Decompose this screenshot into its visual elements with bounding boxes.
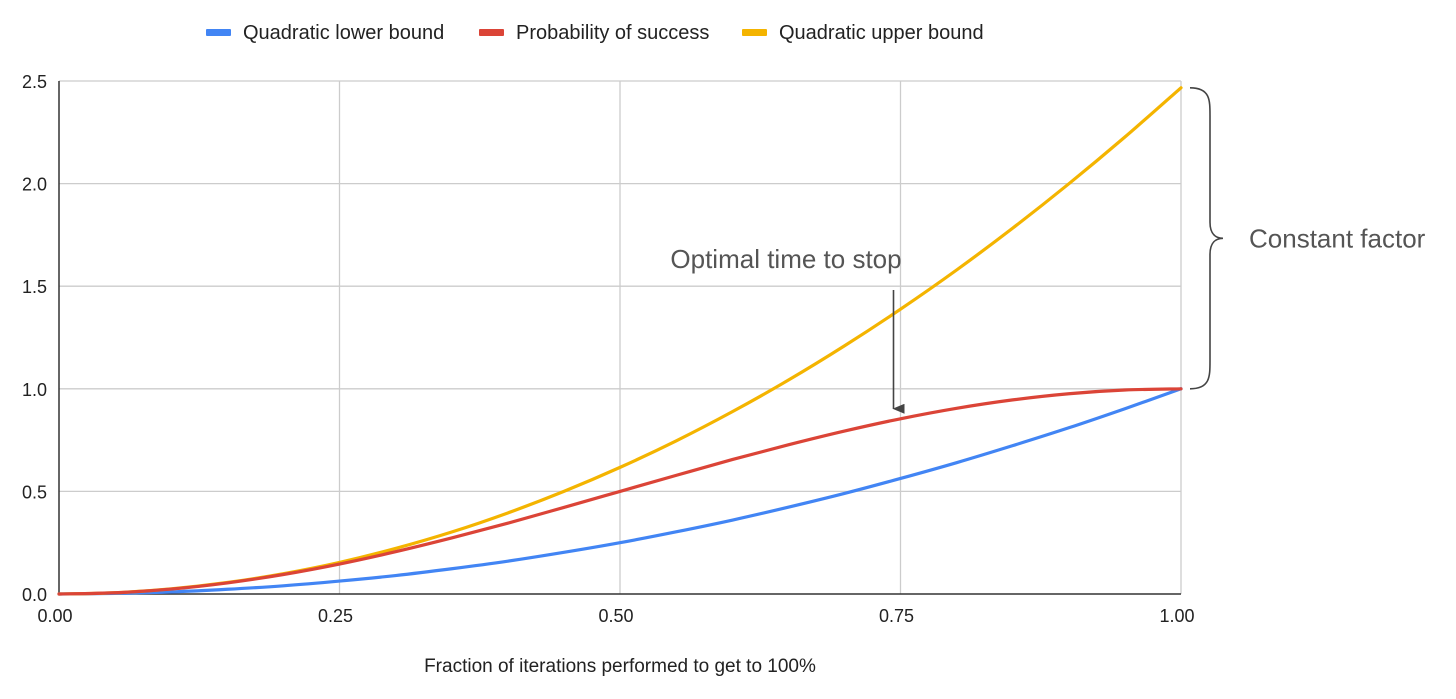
legend-swatch-probability-of-success [479, 29, 504, 36]
series-group [57, 86, 1183, 596]
annotation-bracket [1189, 86, 1224, 390]
legend-label-quadratic-lower-bound: Quadratic lower bound [243, 22, 444, 44]
series-line-probability-of-success [57, 387, 1183, 596]
series-line-quadratic-lower-bound [57, 387, 1183, 596]
legend-swatch-quadratic-lower-bound [206, 29, 231, 36]
annotation-optimal-stop-label: Optimal time to stop [670, 244, 901, 274]
x-tick-label: 0.00 [37, 606, 72, 626]
legend-label-probability-of-success: Probability of success [516, 22, 709, 44]
legend-label-quadratic-upper-bound: Quadratic upper bound [779, 22, 984, 44]
y-tick-label: 1.5 [22, 277, 47, 297]
annotation-constant-factor-label: Constant factor [1249, 223, 1426, 253]
tick-labels: 0.00 0.25 0.50 0.75 1.00 0.0 0.5 1.0 1.5 2.0 2.5 [22, 72, 1195, 626]
y-tick-label: 2.5 [22, 72, 47, 92]
legend: Quadratic lower bound Probability of succ… [206, 22, 984, 44]
x-axis-title: Fraction of iterations performed to get … [424, 656, 816, 677]
x-tick-label: 0.50 [598, 606, 633, 626]
legend-swatch-quadratic-upper-bound [742, 29, 767, 36]
y-tick-label: 2.0 [22, 175, 47, 195]
annotations: Optimal time to stop Constant factor [670, 86, 1426, 414]
grid [59, 80, 1182, 594]
y-tick-label: 0.5 [22, 482, 47, 502]
y-tick-label: 0.0 [22, 585, 47, 605]
x-tick-label: 1.00 [1159, 606, 1194, 626]
axes [58, 81, 1181, 595]
y-tick-label: 1.0 [22, 380, 47, 400]
x-tick-label: 0.25 [318, 606, 353, 626]
x-tick-label: 0.75 [879, 606, 914, 626]
